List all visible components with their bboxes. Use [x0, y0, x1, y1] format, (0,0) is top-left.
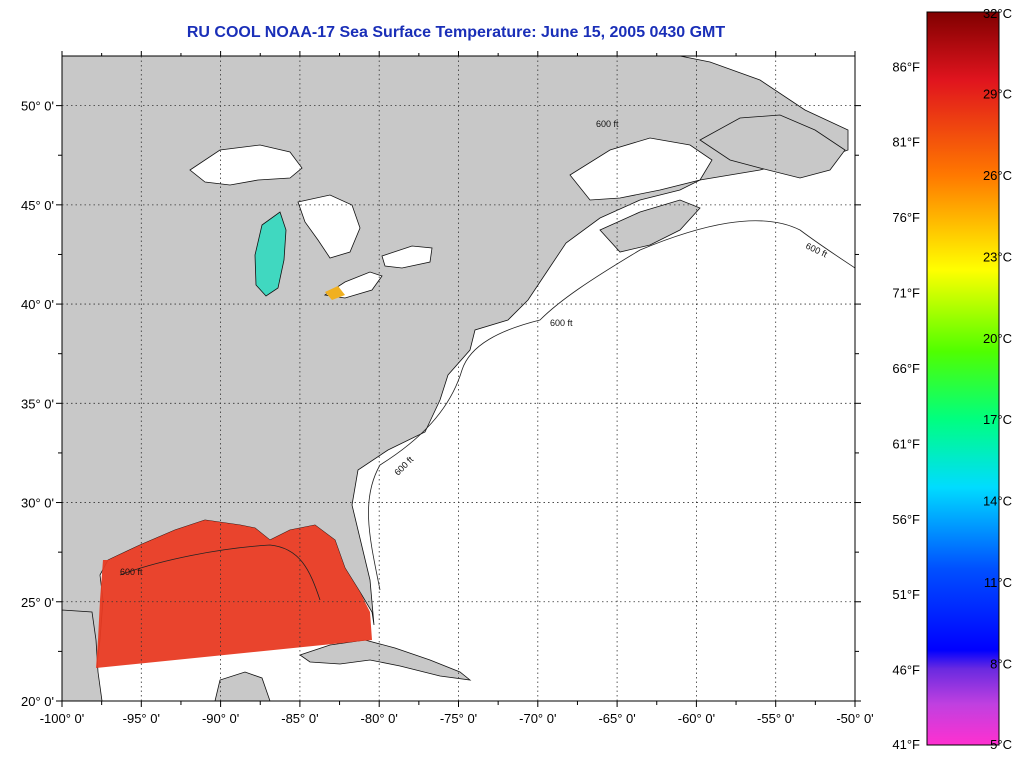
- celsius-label: 26°C: [983, 168, 1012, 183]
- lon-label: -50° 0': [836, 711, 873, 726]
- longitude-labels: -100° 0' -95° 0' -90° 0' -85° 0' -80° 0' -75°…: [40, 711, 874, 726]
- celsius-label: 11°C: [984, 575, 1012, 590]
- lat-label: 50° 0': [21, 99, 54, 114]
- lon-label: -70° 0': [519, 711, 556, 726]
- axis-ticks: [56, 51, 861, 707]
- celsius-label: 23°C: [983, 249, 1012, 264]
- fahrenheit-label: 66°F: [892, 361, 920, 376]
- lon-label: -85° 0': [281, 711, 318, 726]
- map-panel: 600 ft 600 ft 600 ft 600 ft 600 ft -100°…: [21, 51, 874, 726]
- lon-label: -90° 0': [202, 711, 239, 726]
- celsius-label: 8°C: [990, 657, 1012, 672]
- map-title: RU COOL NOAA-17 Sea Surface Temperature:…: [186, 24, 726, 41]
- nova-scotia-landmass: [599, 199, 701, 253]
- lake-superior: [189, 144, 303, 186]
- lon-label: -60° 0': [678, 711, 715, 726]
- celsius-label: 32°C: [983, 6, 1012, 21]
- fahrenheit-label: 41°F: [892, 737, 920, 752]
- contour-label: 600 ft: [550, 318, 573, 328]
- latitude-labels: 20° 0' 25° 0' 30° 0' 35° 0' 40° 0' 45° 0' 50° …: [21, 99, 54, 709]
- fahrenheit-label: 61°F: [892, 436, 920, 451]
- yucatan-peninsula: [214, 671, 271, 701]
- lat-label: 25° 0': [21, 595, 54, 610]
- lon-label: -100° 0': [40, 711, 85, 726]
- colorbar-celsius-labels: 32°C 29°C 26°C 23°C 20°C 17°C 14°C 11°C 8°C 5°C: [983, 6, 1012, 752]
- lon-label: -65° 0': [598, 711, 635, 726]
- lake-ontario: [381, 245, 433, 269]
- mexico-landmass: [62, 609, 103, 701]
- lat-label: 35° 0': [21, 396, 54, 411]
- lake-michigan: [254, 211, 287, 297]
- fahrenheit-label: 76°F: [892, 210, 920, 225]
- fahrenheit-label: 56°F: [892, 512, 920, 527]
- lon-label: -75° 0': [440, 711, 477, 726]
- lat-label: 30° 0': [21, 496, 54, 511]
- fahrenheit-label: 51°F: [892, 587, 920, 602]
- fahrenheit-label: 46°F: [892, 663, 920, 678]
- lat-label: 45° 0': [21, 198, 54, 213]
- celsius-label: 29°C: [983, 86, 1012, 101]
- lat-label: 20° 0': [21, 694, 54, 709]
- celsius-label: 14°C: [983, 494, 1012, 509]
- celsius-label: 5°C: [990, 737, 1012, 752]
- continental-shelf-contour: [119, 220, 855, 601]
- celsius-label: 17°C: [983, 412, 1012, 427]
- fahrenheit-label: 81°F: [892, 135, 920, 150]
- graticule: [62, 56, 855, 701]
- colorbar-fahrenheit-labels: 86°F 81°F 76°F 71°F 66°F 61°F 56°F 51°F 46°F 41°F: [892, 59, 920, 752]
- celsius-label: 20°C: [983, 331, 1012, 346]
- contour-label: 600 ft: [596, 119, 619, 129]
- gulf-of-st-lawrence: [569, 137, 713, 201]
- lat-label: 40° 0': [21, 297, 54, 312]
- newfoundland-island: [699, 114, 846, 179]
- lon-label: -80° 0': [361, 711, 398, 726]
- fahrenheit-label: 86°F: [892, 59, 920, 74]
- lake-erie-warm-patch: [325, 286, 345, 300]
- lake-huron: [297, 194, 361, 259]
- lon-label: -55° 0': [757, 711, 794, 726]
- colorbar-ramp: [926, 11, 1000, 746]
- fahrenheit-label: 71°F: [892, 286, 920, 301]
- lon-label: -95° 0': [123, 711, 160, 726]
- gulf-of-mexico-sst-swath: [96, 520, 372, 668]
- contour-label: 600 ft: [120, 567, 143, 577]
- colorbar: 32°C 29°C 26°C 23°C 20°C 17°C 14°C 11°C 8°C 5°C 8…: [892, 6, 1012, 752]
